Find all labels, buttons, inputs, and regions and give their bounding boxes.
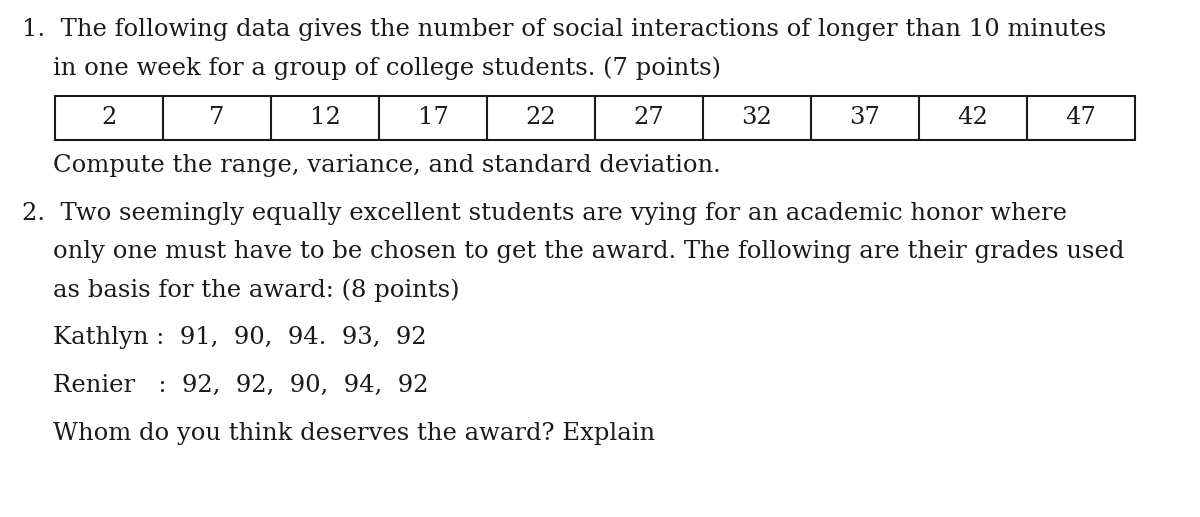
Bar bbox=[55, 96, 1135, 140]
Text: 2.  Two seemingly equally excellent students are vying for an academic honor whe: 2. Two seemingly equally excellent stude… bbox=[22, 202, 1067, 225]
Text: only one must have to be chosen to get the award. The following are their grades: only one must have to be chosen to get t… bbox=[22, 240, 1124, 263]
Text: 1.  The following data gives the number of social interactions of longer than 10: 1. The following data gives the number o… bbox=[22, 18, 1106, 41]
Text: in one week for a group of college students. (7 points): in one week for a group of college stude… bbox=[22, 56, 721, 80]
Text: Compute the range, variance, and standard deviation.: Compute the range, variance, and standar… bbox=[22, 154, 721, 177]
Text: 32: 32 bbox=[742, 107, 773, 129]
Text: 37: 37 bbox=[850, 107, 881, 129]
Text: 7: 7 bbox=[209, 107, 224, 129]
Text: 47: 47 bbox=[1066, 107, 1097, 129]
Text: 2: 2 bbox=[101, 107, 116, 129]
Text: 17: 17 bbox=[418, 107, 449, 129]
Text: 12: 12 bbox=[310, 107, 341, 129]
Text: 22: 22 bbox=[526, 107, 557, 129]
Text: 42: 42 bbox=[958, 107, 989, 129]
Text: Renier   :  92,  92,  90,  94,  92: Renier : 92, 92, 90, 94, 92 bbox=[22, 374, 428, 397]
Text: Kathlyn :  91,  90,  94.  93,  92: Kathlyn : 91, 90, 94. 93, 92 bbox=[22, 326, 427, 349]
Text: as basis for the award: (8 points): as basis for the award: (8 points) bbox=[22, 278, 460, 301]
Text: Whom do you think deserves the award? Explain: Whom do you think deserves the award? Ex… bbox=[22, 422, 655, 445]
Text: 27: 27 bbox=[634, 107, 665, 129]
